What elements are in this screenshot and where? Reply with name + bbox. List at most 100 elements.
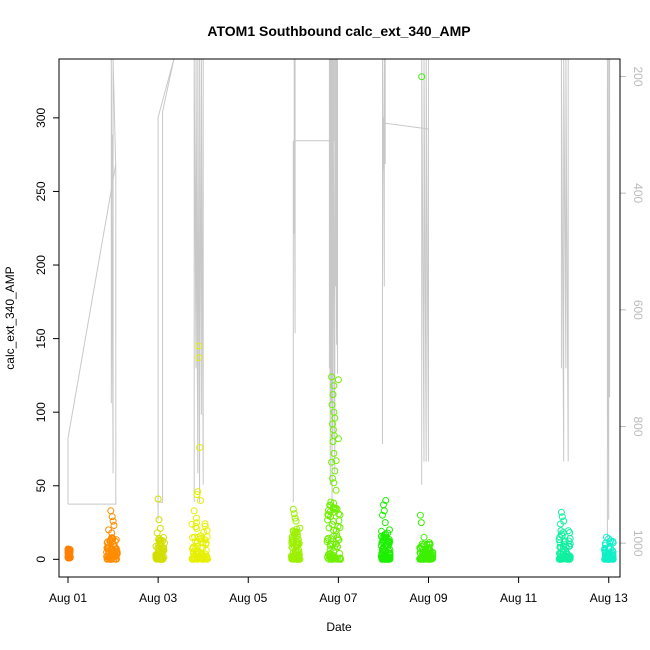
depth-trace-segment	[328, 58, 338, 515]
series-aug-06	[287, 505, 304, 563]
data-point	[417, 519, 425, 527]
series-aug-07	[323, 373, 344, 563]
y-tick-label: 150	[34, 328, 48, 348]
x-tick-label: Aug 01	[49, 591, 87, 605]
data-point	[293, 525, 301, 533]
depth-trace-segment	[157, 58, 175, 509]
data-point	[331, 467, 339, 475]
x-axis-label: Date	[326, 620, 352, 634]
data-point	[154, 495, 162, 503]
data-point	[288, 537, 296, 545]
data-point	[195, 342, 203, 350]
data-point	[557, 508, 565, 516]
y-tick-label: 300	[34, 108, 48, 128]
data-point	[379, 534, 387, 542]
data-point	[379, 511, 386, 519]
x-tick-label: Aug 09	[409, 591, 447, 605]
data-point	[329, 438, 337, 446]
series-aug-01	[64, 545, 74, 562]
data-point	[197, 497, 204, 504]
y-tick-label: 100	[34, 402, 48, 422]
series-aug-04	[188, 342, 212, 563]
data-point	[383, 540, 390, 548]
data-point	[66, 548, 74, 556]
data-point	[155, 516, 163, 524]
data-point	[323, 538, 331, 546]
data-point	[324, 534, 332, 542]
data-point	[194, 488, 202, 496]
data-point	[193, 538, 201, 546]
depth-trace-segment	[606, 58, 611, 549]
data-point	[420, 549, 427, 557]
data-point	[109, 517, 117, 525]
depth-trace-segment	[68, 58, 117, 505]
data-point	[386, 526, 393, 534]
data-point	[289, 538, 297, 546]
data-point	[601, 555, 609, 563]
series-aug-03	[152, 495, 168, 563]
data-point	[326, 546, 334, 554]
data-point	[329, 391, 337, 398]
series-aug-09	[416, 73, 437, 563]
data-point	[334, 522, 342, 530]
data-points	[64, 73, 617, 563]
data-point	[198, 555, 206, 563]
data-point	[381, 519, 389, 527]
series-aug-13	[601, 533, 617, 563]
data-point	[203, 527, 211, 535]
y2-tick-label: 1000	[631, 530, 645, 557]
data-point	[197, 532, 205, 540]
data-point	[201, 520, 209, 528]
data-point	[65, 547, 73, 554]
data-point	[557, 520, 564, 528]
data-point	[380, 507, 388, 515]
data-point	[332, 527, 340, 535]
data-point	[189, 543, 197, 551]
x-tick-label: Aug 13	[590, 591, 628, 605]
data-point	[289, 505, 297, 513]
data-point	[104, 545, 112, 553]
data-point	[188, 520, 196, 528]
data-point	[608, 555, 616, 563]
data-point	[332, 555, 340, 563]
data-point	[202, 546, 210, 554]
data-point	[193, 525, 201, 532]
data-point	[159, 555, 167, 563]
data-point	[197, 535, 205, 543]
data-point	[153, 529, 161, 537]
data-point	[416, 511, 424, 519]
x-tick-label: Aug 07	[319, 591, 357, 605]
data-point	[328, 401, 336, 409]
data-point	[293, 528, 301, 536]
depth-trace-segment	[292, 58, 335, 503]
data-point	[386, 553, 394, 561]
depth-trace-segment	[193, 58, 204, 503]
data-point	[293, 554, 301, 562]
data-point	[332, 457, 340, 465]
data-point	[334, 435, 342, 443]
data-point	[609, 551, 617, 559]
depth-trace-segment	[421, 58, 429, 485]
x-tick-label: Aug 05	[229, 591, 267, 605]
data-point	[328, 555, 336, 563]
data-point	[565, 537, 573, 545]
data-point	[331, 414, 339, 422]
x-tick-label: Aug 03	[139, 591, 177, 605]
data-point	[329, 474, 336, 482]
data-point	[105, 549, 113, 556]
data-point	[294, 539, 302, 547]
data-point	[201, 536, 209, 544]
data-point	[194, 547, 202, 555]
data-point	[190, 507, 198, 515]
y2-tick-label: 400	[631, 183, 645, 203]
data-point	[335, 536, 343, 544]
depth-trace-segment	[67, 163, 117, 505]
data-point	[293, 540, 301, 548]
data-point	[561, 537, 569, 545]
data-point	[333, 543, 341, 551]
data-point	[601, 544, 609, 552]
data-point	[564, 527, 572, 535]
data-point	[605, 535, 613, 543]
